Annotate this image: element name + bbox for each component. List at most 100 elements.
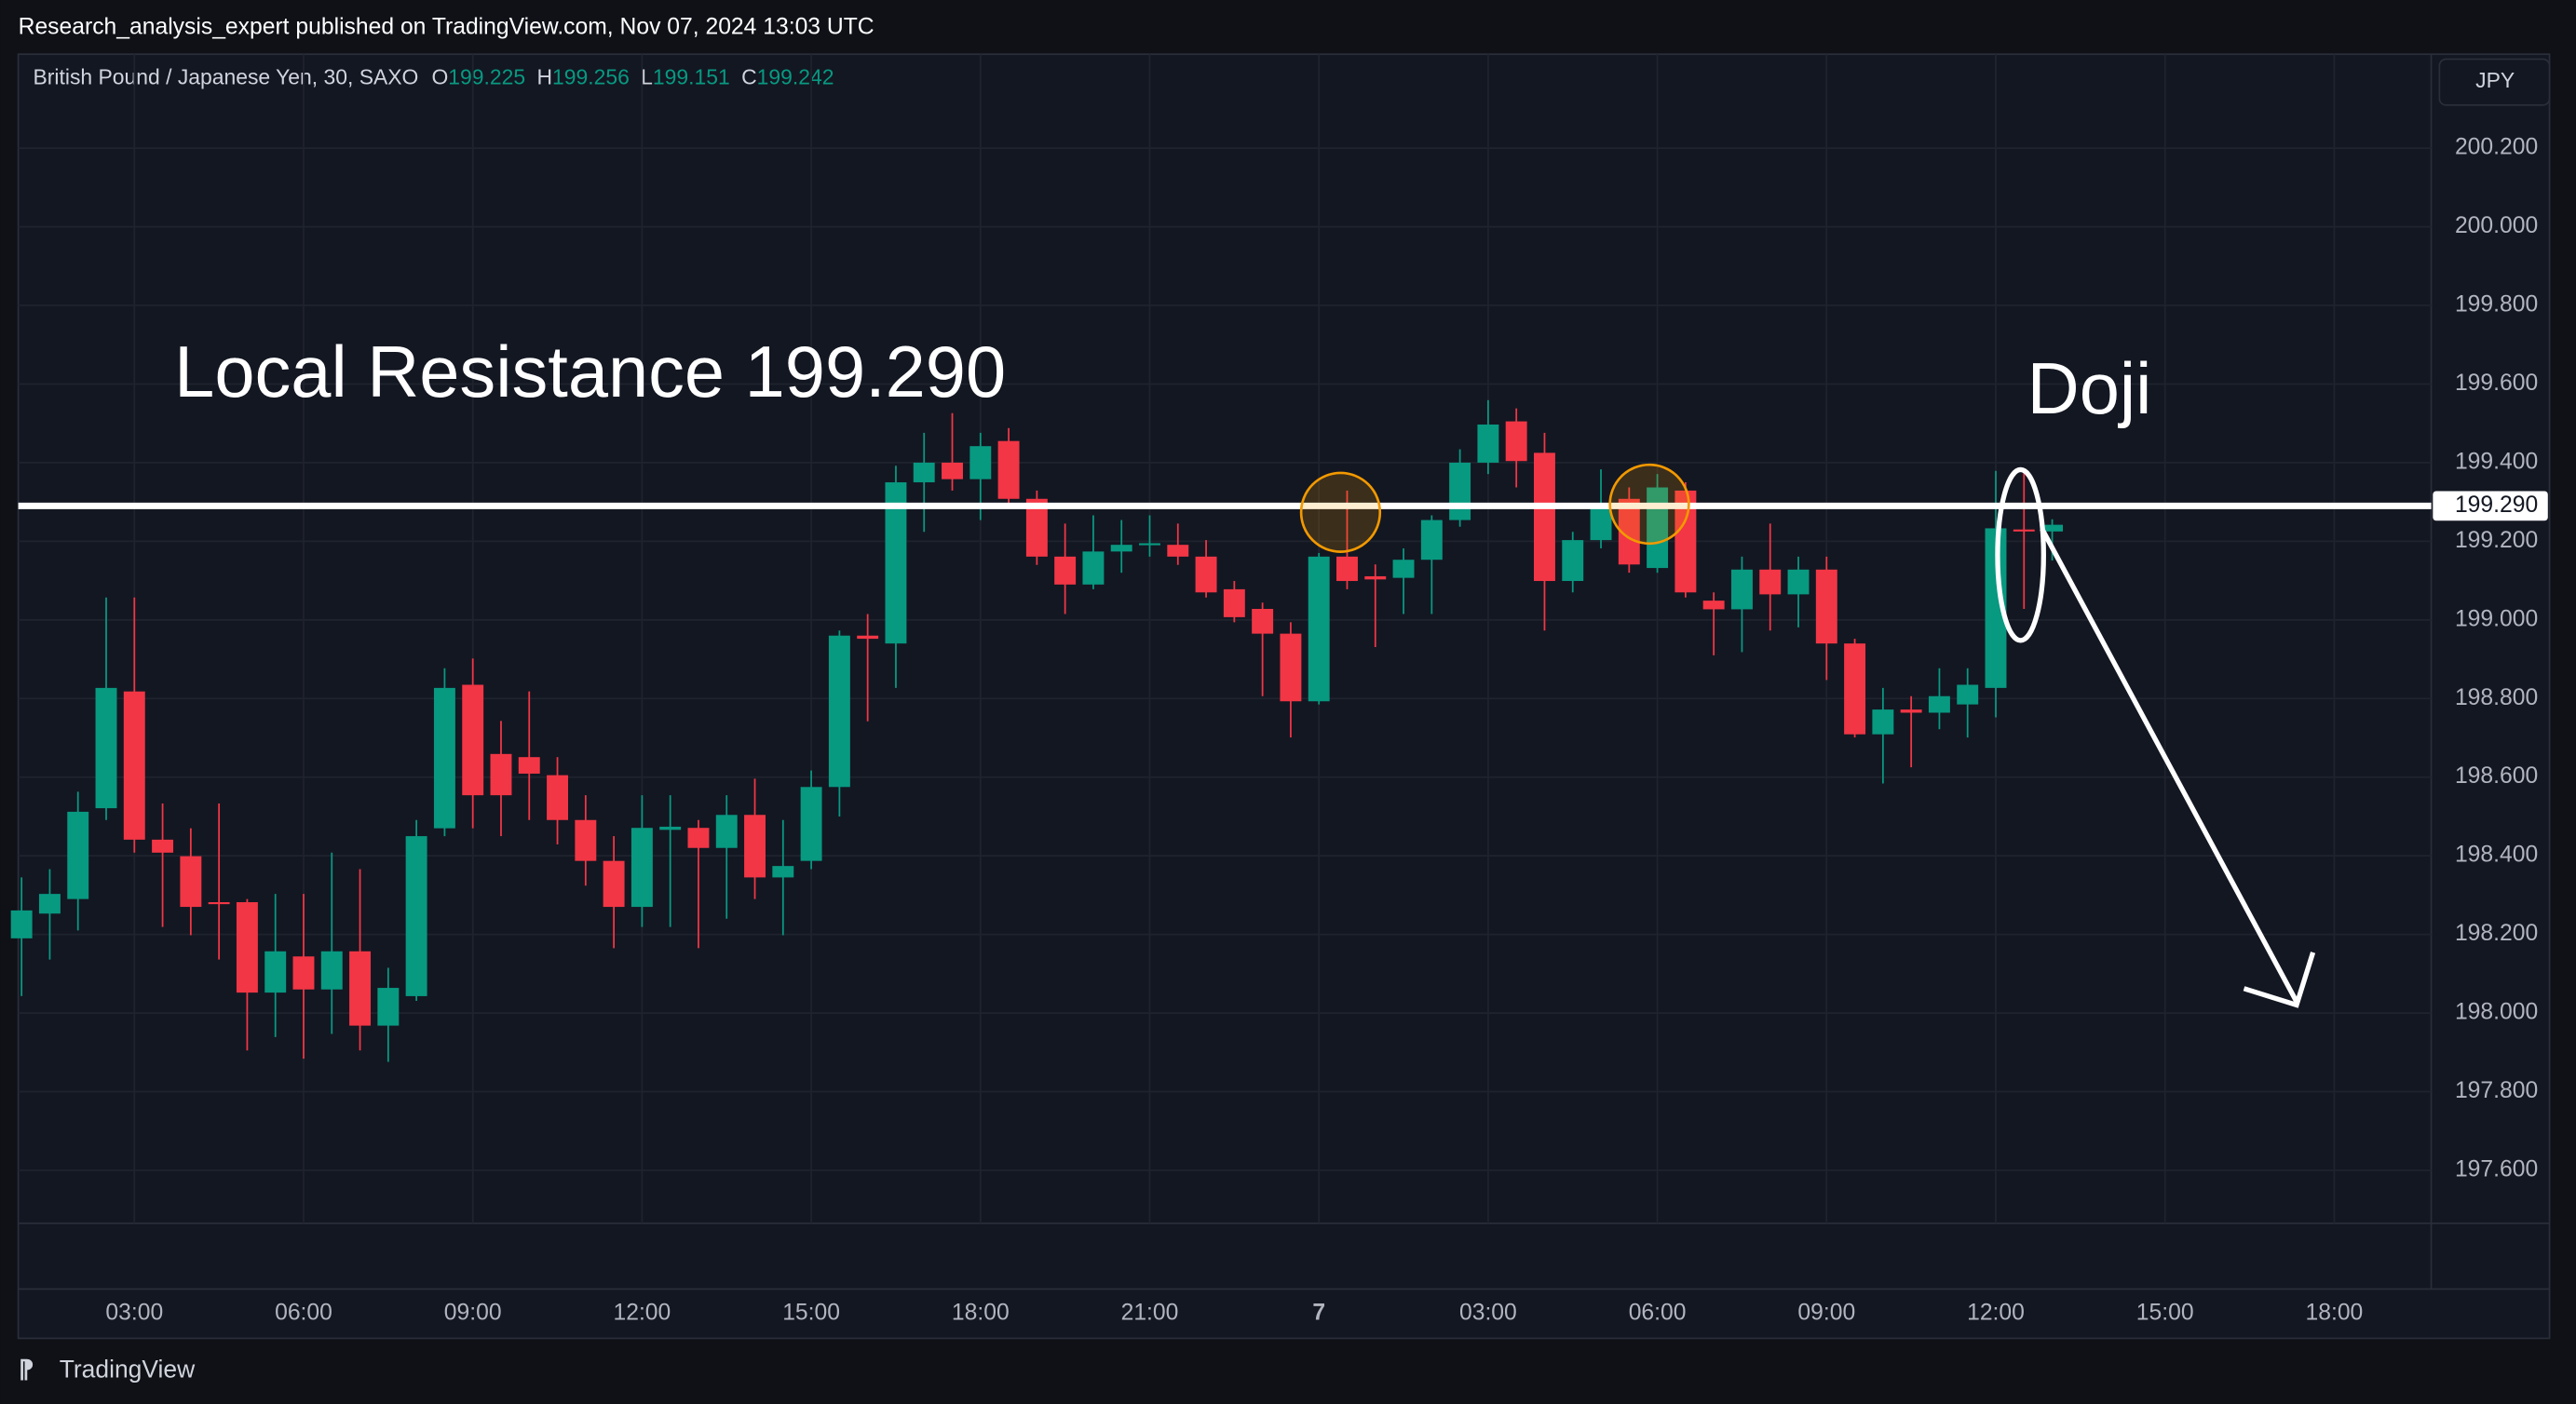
y-tick-label: 197.800 xyxy=(2455,1078,2538,1103)
candle-body xyxy=(1195,556,1217,593)
y-tick-label: 199.200 xyxy=(2455,528,2538,553)
candle-body xyxy=(433,687,455,829)
candle-body xyxy=(744,815,766,878)
candle-body xyxy=(997,440,1020,499)
candle-body xyxy=(490,753,512,796)
logo-icon: ⁋ xyxy=(19,1356,34,1384)
x-tick-label: 06:00 xyxy=(1629,1301,1687,1326)
candle-body xyxy=(1702,601,1725,610)
candle-body xyxy=(2041,524,2064,532)
logo: ⁋ TradingView xyxy=(19,1356,196,1384)
candle-body xyxy=(687,828,710,848)
candle-body xyxy=(885,482,907,644)
candle-body xyxy=(715,815,738,848)
candle-body xyxy=(405,836,427,996)
candle-body xyxy=(1957,684,1979,705)
doji-ellipse xyxy=(1995,466,2046,643)
currency-label[interactable]: JPY xyxy=(2475,68,2515,92)
x-tick-label: 7 xyxy=(1312,1301,1325,1326)
candle-body xyxy=(1533,452,1555,582)
ohlc-value: 199.151 xyxy=(653,65,730,89)
candle-body xyxy=(547,775,569,820)
y-tick-label: 198.400 xyxy=(2455,843,2538,868)
candle-body xyxy=(152,839,174,853)
candle-body xyxy=(1730,569,1753,610)
candle-body xyxy=(95,687,117,809)
y-tick-label: 197.600 xyxy=(2455,1156,2538,1181)
overlay: Local Resistance 199.290 Doji 199.290 xyxy=(18,332,2548,1008)
candle-body xyxy=(208,902,230,905)
candle-body xyxy=(236,902,258,993)
y-tick-label: 198.200 xyxy=(2455,921,2538,946)
y-tick-label: 198.000 xyxy=(2455,1000,2538,1025)
candle-body xyxy=(180,856,202,908)
candle-body xyxy=(2013,529,2035,532)
candle-body xyxy=(969,446,992,479)
candle-body xyxy=(1759,569,1782,595)
x-tick-label: 06:00 xyxy=(275,1301,332,1326)
y-tick-label: 198.600 xyxy=(2455,763,2538,789)
x-tick-label: 03:00 xyxy=(1459,1301,1517,1326)
candle-body xyxy=(264,951,287,993)
candle-body xyxy=(1449,462,1471,520)
grid: 197.600 197.800 198.000 198.200 198.400 198.6… xyxy=(18,54,2538,1326)
x-tick-label: 18:00 xyxy=(2306,1301,2364,1326)
symbol-legend: British Pound / Japanese Yen, 30, SAXO O1… xyxy=(34,65,834,89)
x-tick-label: 15:00 xyxy=(782,1301,840,1326)
candle-body xyxy=(772,866,794,878)
candle-body xyxy=(1110,545,1132,552)
candle-body xyxy=(1872,709,1894,735)
candle-body xyxy=(1505,421,1527,462)
y-tick-label: 199.600 xyxy=(2455,371,2538,396)
candle-body xyxy=(659,826,682,830)
candle-body xyxy=(1674,490,1697,593)
candle-body xyxy=(1167,545,1189,557)
candle-body xyxy=(1562,540,1584,582)
candle-body xyxy=(800,787,822,861)
footer: TradingView xyxy=(60,1356,196,1384)
candle-body xyxy=(575,819,597,861)
candle-body xyxy=(1392,560,1415,578)
price-label-box xyxy=(2433,491,2548,521)
ohlc-key: L xyxy=(641,65,653,89)
candle-body xyxy=(38,894,61,914)
candle-body xyxy=(320,951,343,990)
highlight-circle xyxy=(1299,471,1382,553)
candle-body xyxy=(462,684,484,796)
candle-body xyxy=(1787,569,1810,595)
candle-body xyxy=(1252,609,1274,634)
candle-body xyxy=(518,757,540,774)
ohlc: O199.225 H199.256 L199.151 C199.242 xyxy=(431,65,834,89)
symbol: British Pound / Japanese Yen, 30, SAXO xyxy=(34,65,419,89)
x-tick-label: 18:00 xyxy=(952,1301,1010,1326)
candle-body xyxy=(1139,543,1160,546)
candle-body xyxy=(349,951,372,1026)
currency-button[interactable] xyxy=(2438,58,2551,106)
candle-body xyxy=(1477,424,1499,463)
candle-body xyxy=(630,828,653,908)
doji-annotation: Doji xyxy=(2027,349,2152,429)
candle-body xyxy=(292,956,315,990)
candle-body xyxy=(1025,498,1048,557)
x-tick-label: 12:00 xyxy=(1967,1301,2025,1326)
ohlc-value: 199.242 xyxy=(757,65,834,89)
candle-body xyxy=(603,860,625,908)
x-tick-label: 12:00 xyxy=(613,1301,671,1326)
candle-body xyxy=(67,811,89,899)
y-tick-label: 199.800 xyxy=(2455,292,2538,317)
price-label: 199.290 xyxy=(2455,493,2538,518)
candle-body xyxy=(1844,643,1866,735)
candle-body xyxy=(1900,709,1922,713)
candle-body xyxy=(828,635,850,788)
y-tick-label: 200.000 xyxy=(2455,213,2538,238)
x-tick-label: 21:00 xyxy=(1121,1301,1179,1326)
arrow-head xyxy=(2243,952,2316,1008)
x-tick-label: 09:00 xyxy=(1797,1301,1855,1326)
candle-body xyxy=(857,635,879,640)
y-tick-label: 200.200 xyxy=(2455,135,2538,160)
candle-body xyxy=(913,462,935,483)
ohlc-value: 199.256 xyxy=(552,65,630,89)
header: Research_analysis_expert published on Tr… xyxy=(19,14,874,39)
